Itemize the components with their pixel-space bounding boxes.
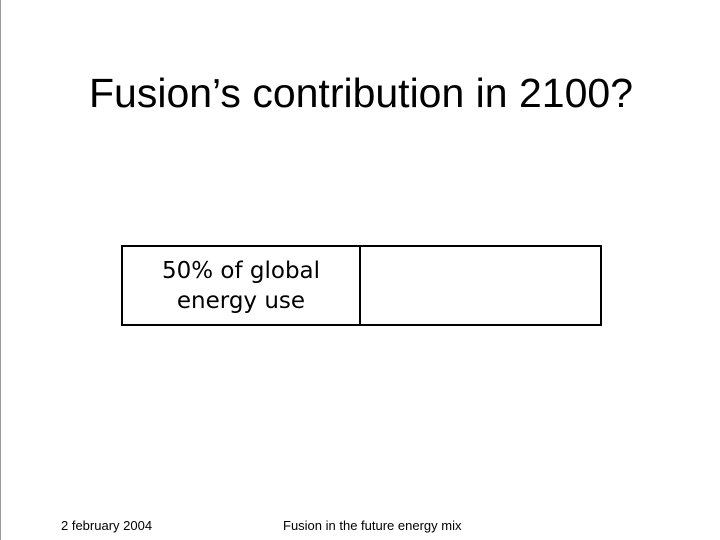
table-cell (361, 247, 600, 324)
slide-title: Fusion’s contribution in 2100? (89, 70, 633, 116)
table: 50% of global energy use (121, 245, 602, 326)
footer-subject: Fusion in the future energy mix (283, 518, 462, 533)
footer-date: 2 february 2004 (61, 518, 153, 533)
table-cell: 50% of global energy use (123, 247, 361, 324)
